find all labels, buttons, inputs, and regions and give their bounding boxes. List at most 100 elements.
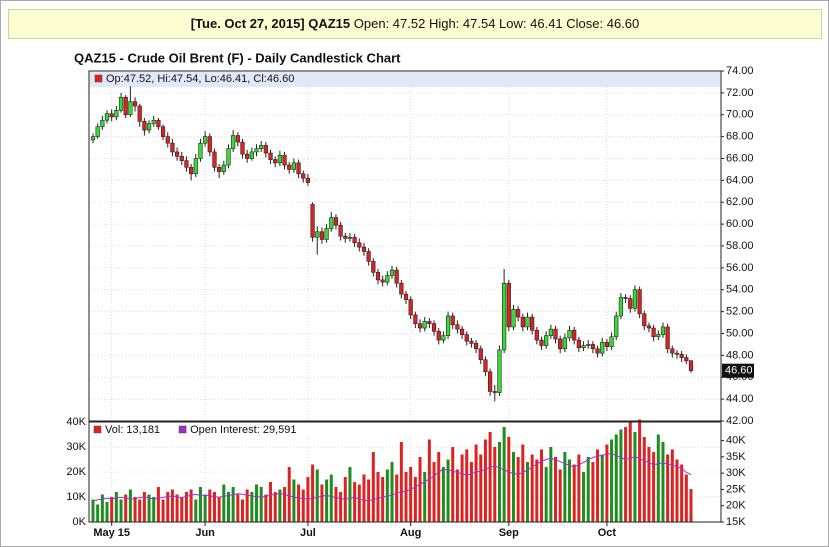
y2-tick-label: 40K <box>726 434 746 446</box>
volume-bar <box>582 472 586 522</box>
candle-body <box>586 344 591 346</box>
candle-body <box>464 334 469 342</box>
candle-body <box>506 282 511 328</box>
volume-bar <box>105 502 109 522</box>
candle-body <box>151 119 156 124</box>
candle-body <box>389 269 395 276</box>
candle-body <box>263 145 268 154</box>
candle-body <box>296 162 301 175</box>
volume-bar <box>100 494 104 522</box>
y-tick-label: 50.00 <box>726 327 754 339</box>
candle-body <box>385 275 390 283</box>
volume-bar <box>474 444 478 522</box>
volume-bar <box>554 457 558 522</box>
candle-body <box>614 315 619 338</box>
volume-bar <box>156 487 160 522</box>
volume-bar <box>297 484 301 522</box>
candle-body <box>249 151 254 159</box>
volume-bar <box>259 487 263 522</box>
y-tick-label: 40K <box>66 416 86 428</box>
candle-body <box>128 101 133 116</box>
volume-bar <box>231 487 235 522</box>
candle-body <box>497 349 502 393</box>
candle-body <box>413 314 418 324</box>
candle-body <box>329 217 334 229</box>
x-tick-label: Oct <box>598 527 617 539</box>
volume-bar <box>638 419 642 522</box>
candle-body <box>231 135 236 149</box>
legend-swatch <box>93 425 102 434</box>
candle-body <box>516 309 521 318</box>
volume-bar <box>376 472 380 522</box>
volume-bar <box>236 494 240 522</box>
candle-body <box>525 316 530 328</box>
volume-bar <box>423 472 427 522</box>
volume-bar <box>628 422 632 522</box>
candle-body <box>478 348 483 361</box>
candle-body <box>572 329 577 341</box>
volume-bar <box>348 467 352 522</box>
volume-bar <box>264 494 268 522</box>
volume-bar <box>656 434 660 522</box>
candle-body <box>245 153 250 159</box>
volume-bar <box>418 457 422 522</box>
candle-body <box>207 136 212 153</box>
candle-body <box>109 113 114 118</box>
volume-bar <box>152 497 156 522</box>
candle-body <box>380 279 385 283</box>
volume-bar <box>479 454 483 522</box>
candle-body <box>422 321 427 329</box>
candle-body <box>123 96 128 116</box>
candle-body <box>273 159 278 164</box>
volume-bar <box>269 482 273 522</box>
volume-bar <box>610 439 614 522</box>
volume-bar <box>530 454 534 522</box>
x-tick-label: Sep <box>499 527 519 539</box>
candle-body <box>469 340 474 344</box>
volume-bar <box>114 492 118 522</box>
volume-frame <box>88 421 722 523</box>
candle-body <box>637 289 642 315</box>
legend-label: Open Interest: 29,591 <box>190 424 296 436</box>
volume-bar <box>96 504 100 522</box>
volume-bar <box>600 454 604 522</box>
volume-bar <box>670 449 674 522</box>
candle-body <box>235 135 240 143</box>
volume-bar <box>572 464 576 522</box>
last-price-label: 46.60 <box>725 365 753 377</box>
x-tick-label: May 15 <box>93 527 130 539</box>
y-tick-label: 0K <box>73 516 87 528</box>
volume-bar <box>222 484 226 522</box>
y2-tick-label: 20K <box>726 500 746 512</box>
candle-body <box>361 246 367 252</box>
candle-body <box>324 228 329 240</box>
volume-bar <box>212 492 216 522</box>
volume-bar <box>142 492 146 522</box>
candle-body <box>268 152 273 160</box>
volume-bar <box>465 449 469 522</box>
last-price-tag <box>722 363 754 378</box>
volume-bar <box>399 442 403 522</box>
legend-label: Vol: 13,181 <box>105 424 160 436</box>
volume-bar <box>605 444 609 522</box>
volume-bar <box>245 489 249 522</box>
candle-body <box>189 166 194 175</box>
x-tick-label: Aug <box>400 527 421 539</box>
volume-bar <box>353 482 357 522</box>
volume-bar <box>437 452 441 522</box>
candle-body <box>562 337 567 350</box>
candle-body <box>114 110 119 118</box>
candle-body <box>95 126 100 137</box>
candle-body <box>347 236 353 239</box>
open-interest-line <box>92 453 692 502</box>
candle-body <box>502 282 507 351</box>
volume-bar <box>544 467 548 522</box>
candle-body <box>184 160 189 168</box>
candle-body <box>315 231 320 238</box>
candle-body <box>581 345 586 349</box>
volume-bar <box>427 439 431 522</box>
candle-body <box>590 344 595 350</box>
candle-body <box>632 289 638 309</box>
